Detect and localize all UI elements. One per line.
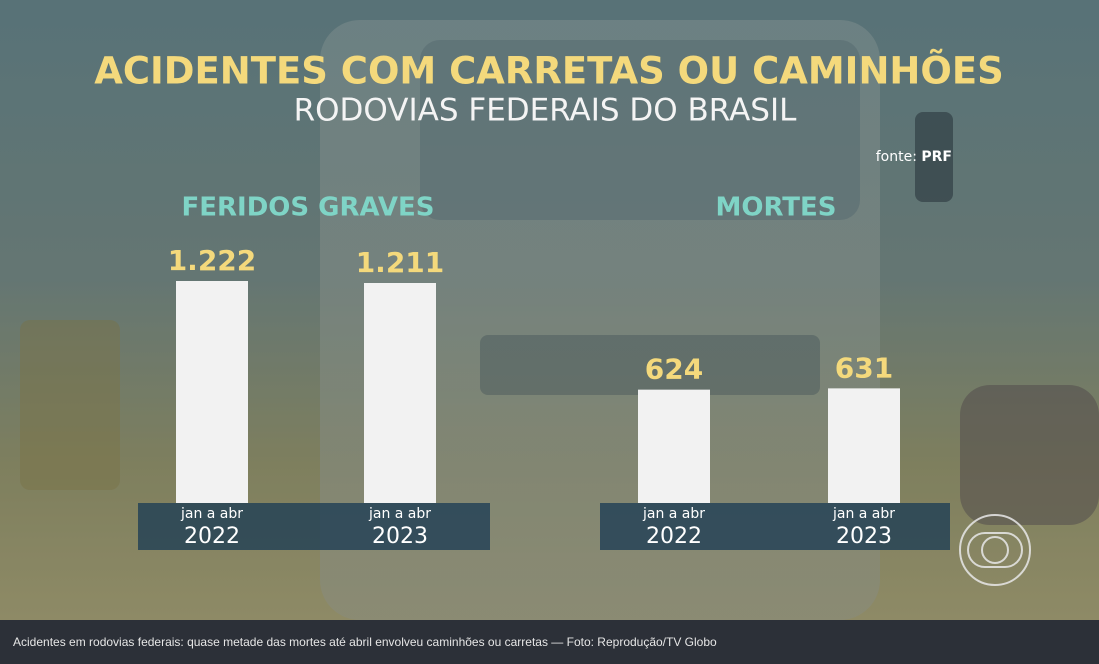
period-label: jan a abr	[180, 506, 243, 522]
x-tick-label: 2022	[646, 524, 702, 549]
bar	[638, 389, 710, 503]
car-shape	[960, 385, 1099, 525]
title: ACIDENTES COM CARRETAS OU CAMINHÕES	[94, 49, 1004, 93]
caption: Acidentes em rodovias federais: quase me…	[0, 620, 1099, 664]
truck-window	[420, 40, 860, 220]
period-label: jan a abr	[368, 506, 431, 522]
graphic: ACIDENTES COM CARRETAS OU CAMINHÕES RODO…	[0, 0, 1099, 620]
value-label: 624	[645, 353, 703, 386]
source-name: PRF	[921, 149, 952, 165]
category-strip	[138, 503, 490, 550]
chart-title: MORTES	[715, 193, 836, 223]
x-tick-label: 2022	[184, 524, 240, 549]
x-tick-label: 2023	[372, 524, 428, 549]
truck-left	[20, 320, 120, 490]
value-label: 1.211	[356, 246, 445, 279]
truck-mirror	[915, 112, 953, 202]
period-label: jan a abr	[832, 506, 895, 522]
bar	[364, 282, 436, 503]
value-label: 1.222	[168, 244, 257, 277]
source-label: fonte:	[876, 149, 917, 165]
chart-title: FERIDOS GRAVES	[181, 193, 434, 223]
logo	[959, 514, 1031, 586]
x-tick-label: 2023	[836, 524, 892, 549]
bar	[828, 388, 900, 503]
period-label: jan a abr	[642, 506, 705, 522]
subtitle: RODOVIAS FEDERAIS DO BRASIL	[294, 93, 797, 129]
category-strip	[600, 503, 950, 550]
bar	[176, 281, 248, 503]
source: fonte: PRF	[876, 149, 952, 165]
value-label: 631	[835, 351, 893, 384]
truck-grille	[480, 335, 820, 395]
